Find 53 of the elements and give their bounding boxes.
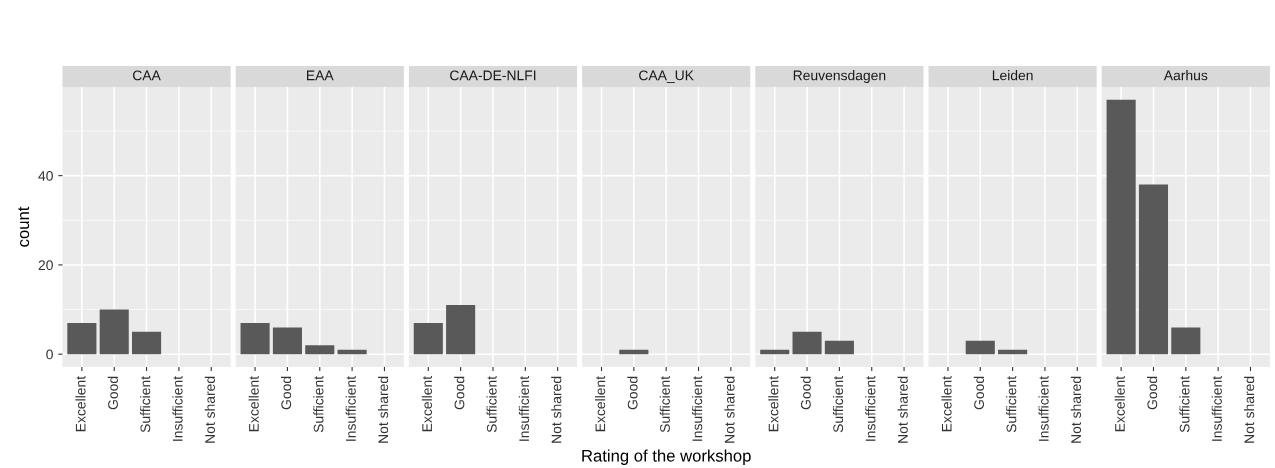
bar xyxy=(99,309,129,355)
bar xyxy=(240,322,270,355)
bar xyxy=(67,322,97,355)
x-tick-label: Sufficient xyxy=(659,376,670,433)
x-tick-label: Sufficient xyxy=(1006,376,1017,433)
x-tick-label: Not shared xyxy=(1070,376,1082,443)
x-tick-label: Insufficient xyxy=(692,376,703,441)
chart-title: CAA xyxy=(132,70,161,81)
y-tick-label: 20 xyxy=(38,260,53,271)
x-tick-label: Insufficient xyxy=(345,376,356,441)
x-tick-label: Excellent xyxy=(941,376,952,432)
chart-title: Reuvensdagen xyxy=(793,70,886,84)
x-tick-label: Good xyxy=(627,376,638,410)
x-tick-label: Good xyxy=(107,376,118,410)
y-axis-title: count xyxy=(18,206,30,247)
x-tick-label: Sufficient xyxy=(313,376,324,433)
x-tick-label: Good xyxy=(800,376,811,410)
x-tick-label: Good xyxy=(1147,376,1158,410)
x-tick-label: Insufficient xyxy=(865,376,876,441)
x-tick-label: Not shared xyxy=(551,376,562,443)
x-tick-label: Insufficient xyxy=(172,376,183,441)
chart-title: Leiden xyxy=(992,70,1033,81)
x-tick-label: Insufficient xyxy=(1038,376,1049,441)
x-tick-label: Good xyxy=(454,376,465,410)
x-tick-label: Sufficient xyxy=(140,376,151,433)
y-tick-label: 40 xyxy=(38,170,53,181)
chart-title: CAA_UK xyxy=(639,70,694,83)
x-tick-label: Excellent xyxy=(75,376,86,432)
x-tick-label: Not shared xyxy=(897,376,908,443)
x-tick-label: Good xyxy=(280,376,292,410)
x-tick-label: Excellent xyxy=(1114,376,1125,432)
y-tick-label: 0 xyxy=(46,349,53,360)
chart-title: CAA-DE-NLFI xyxy=(450,70,536,81)
x-tick-label: Good xyxy=(973,376,984,410)
x-tick-label: Excellent xyxy=(595,376,606,432)
x-axis-title: Rating of the workshop xyxy=(582,449,751,465)
bar xyxy=(132,331,162,355)
x-tick-label: Excellent xyxy=(768,376,779,432)
chart-title: EAA xyxy=(307,70,334,81)
bar xyxy=(272,327,302,355)
x-tick-label: Sufficient xyxy=(486,376,497,433)
x-tick-label: Not shared xyxy=(1244,376,1255,443)
x-tick-label: Not shared xyxy=(724,376,735,443)
x-tick-label: Not shared xyxy=(377,376,389,443)
x-tick-label: Excellent xyxy=(421,376,433,432)
x-tick-label: Sufficient xyxy=(1179,376,1190,433)
x-tick-label: Excellent xyxy=(248,376,259,432)
x-tick-label: Not shared xyxy=(204,376,215,443)
bar xyxy=(305,345,335,355)
x-tick-label: Sufficient xyxy=(832,376,844,433)
chart-title: Aarhus xyxy=(1163,70,1208,81)
x-tick-label: Insufficient xyxy=(1211,376,1222,441)
x-tick-label: Insufficient xyxy=(518,376,530,441)
